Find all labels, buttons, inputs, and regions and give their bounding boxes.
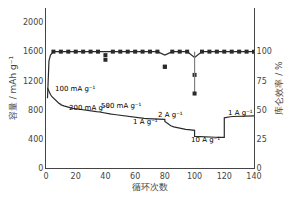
svg-text:2 A g⁻¹: 2 A g⁻¹ xyxy=(158,111,183,119)
svg-text:140: 140 xyxy=(246,172,261,181)
svg-text:1 A g⁻¹: 1 A g⁻¹ xyxy=(133,118,158,126)
svg-text:20: 20 xyxy=(71,172,81,181)
svg-text:400: 400 xyxy=(28,135,43,144)
svg-text:容量 / mAh g⁻¹: 容量 / mAh g⁻¹ xyxy=(8,55,18,120)
svg-text:60: 60 xyxy=(130,172,140,181)
svg-text:40: 40 xyxy=(100,172,110,181)
svg-text:10 A g⁻¹: 10 A g⁻¹ xyxy=(191,136,220,144)
svg-text:25: 25 xyxy=(257,135,267,144)
svg-text:1200: 1200 xyxy=(23,77,43,86)
svg-text:2000: 2000 xyxy=(23,18,43,27)
svg-text:50: 50 xyxy=(257,106,267,115)
svg-text:80: 80 xyxy=(160,172,170,181)
svg-text:1 A g⁻¹: 1 A g⁻¹ xyxy=(228,109,253,117)
svg-text:0: 0 xyxy=(38,164,43,173)
svg-text:500 mA g⁻¹: 500 mA g⁻¹ xyxy=(101,102,142,110)
svg-text:0: 0 xyxy=(43,172,48,181)
svg-text:120: 120 xyxy=(217,172,232,181)
svg-text:100: 100 xyxy=(187,172,202,181)
svg-text:75: 75 xyxy=(257,77,267,86)
svg-text:200 mA g⁻¹: 200 mA g⁻¹ xyxy=(69,104,110,112)
svg-text:0: 0 xyxy=(257,164,262,173)
svg-text:100: 100 xyxy=(257,47,272,56)
svg-text:100 mA g⁻¹: 100 mA g⁻¹ xyxy=(55,85,96,93)
svg-text:库仑效率 / %: 库仑效率 / % xyxy=(274,61,284,115)
svg-text:800: 800 xyxy=(28,106,43,115)
svg-text:循环次数: 循环次数 xyxy=(132,182,168,192)
svg-text:1600: 1600 xyxy=(23,47,43,56)
